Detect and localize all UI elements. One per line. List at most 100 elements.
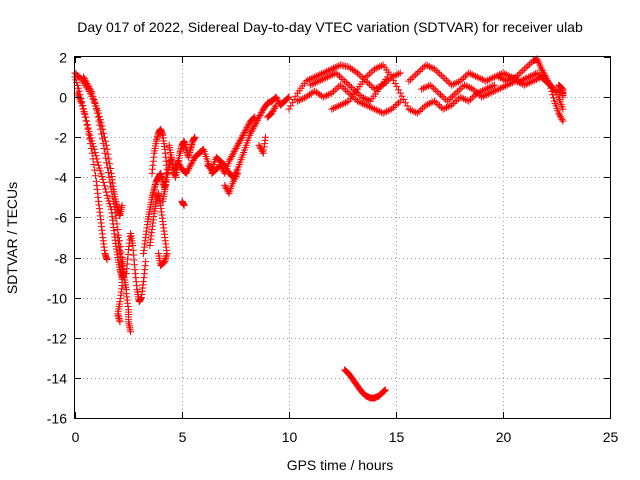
data-point bbox=[345, 89, 353, 97]
data-point bbox=[412, 71, 420, 79]
data-point bbox=[314, 71, 322, 79]
data-point bbox=[540, 70, 548, 78]
data-point bbox=[341, 86, 349, 94]
data-point bbox=[331, 63, 339, 71]
data-point bbox=[321, 68, 329, 76]
data-point bbox=[485, 75, 493, 83]
data-point bbox=[323, 92, 331, 100]
data-point bbox=[252, 120, 260, 128]
data-point bbox=[191, 133, 199, 141]
data-point bbox=[460, 81, 468, 89]
data-point bbox=[312, 79, 320, 87]
data-point bbox=[285, 93, 293, 101]
data-point bbox=[231, 174, 239, 182]
data-point bbox=[525, 73, 533, 81]
data-point bbox=[333, 63, 341, 71]
y-tick-label: -4 bbox=[55, 170, 68, 186]
data-point bbox=[388, 105, 396, 113]
x-tick-label: 20 bbox=[496, 429, 512, 445]
y-tick-label: 2 bbox=[59, 50, 67, 66]
data-point bbox=[234, 141, 242, 149]
data-point bbox=[365, 96, 373, 104]
data-point bbox=[343, 87, 351, 95]
data-point bbox=[332, 69, 340, 77]
data-point bbox=[175, 160, 183, 168]
data-point bbox=[92, 172, 100, 180]
y-tick-label: -10 bbox=[47, 291, 67, 307]
data-point bbox=[359, 100, 367, 108]
data-point bbox=[451, 98, 459, 106]
data-point bbox=[84, 81, 92, 89]
data-point bbox=[104, 169, 112, 177]
data-point bbox=[248, 126, 256, 134]
data-point bbox=[457, 84, 465, 92]
data-point bbox=[437, 91, 445, 99]
data-point bbox=[232, 144, 240, 152]
data-point bbox=[468, 94, 476, 102]
data-point bbox=[533, 69, 541, 77]
y-tick-label: -16 bbox=[47, 411, 67, 427]
y-tick-label: -8 bbox=[55, 251, 68, 267]
x-tick-label: 0 bbox=[72, 429, 80, 445]
data-point bbox=[232, 173, 240, 181]
data-point bbox=[493, 86, 501, 94]
data-point bbox=[514, 71, 522, 79]
y-tick-label: -14 bbox=[47, 371, 67, 387]
data-point bbox=[531, 76, 539, 84]
data-point bbox=[372, 106, 380, 114]
data-point bbox=[320, 75, 328, 83]
data-point bbox=[306, 75, 314, 83]
data-point bbox=[433, 87, 441, 95]
data-point bbox=[336, 81, 344, 89]
data-point bbox=[365, 103, 373, 111]
data-point bbox=[324, 91, 332, 99]
data-point bbox=[485, 83, 493, 91]
data-point bbox=[324, 67, 332, 75]
data-point bbox=[82, 113, 90, 121]
data-point bbox=[504, 71, 512, 79]
data-point bbox=[97, 125, 105, 133]
data-point bbox=[524, 79, 532, 87]
data-point bbox=[103, 159, 111, 167]
data-point bbox=[548, 87, 556, 95]
data-point bbox=[415, 67, 423, 75]
data-point bbox=[80, 73, 88, 81]
data-point bbox=[413, 109, 421, 117]
data-point bbox=[106, 178, 114, 186]
data-point bbox=[85, 83, 93, 91]
data-point bbox=[117, 248, 125, 256]
x-axis-label: GPS time / hours bbox=[287, 457, 394, 473]
data-point bbox=[91, 148, 99, 156]
data-point bbox=[299, 95, 307, 103]
data-point bbox=[491, 87, 499, 95]
data-point bbox=[489, 74, 497, 82]
data-point bbox=[374, 63, 382, 71]
data-point bbox=[330, 104, 338, 112]
data-point bbox=[432, 99, 440, 107]
data-point bbox=[249, 124, 257, 132]
data-point bbox=[456, 77, 464, 85]
data-point bbox=[311, 73, 319, 81]
data-point bbox=[87, 87, 95, 95]
data-point bbox=[490, 87, 498, 95]
data-point bbox=[478, 75, 486, 83]
chart-title: Day 017 of 2022, Sidereal Day-to-day VTE… bbox=[77, 19, 583, 35]
data-point bbox=[465, 97, 473, 105]
data-point bbox=[252, 118, 260, 126]
data-point bbox=[490, 81, 498, 89]
data-point bbox=[255, 113, 263, 121]
data-point bbox=[108, 188, 116, 196]
data-point bbox=[495, 73, 503, 81]
data-point bbox=[325, 72, 333, 80]
data-point bbox=[462, 82, 470, 90]
data-point bbox=[498, 83, 506, 91]
data-point bbox=[526, 60, 534, 68]
data-point bbox=[105, 173, 113, 181]
data-point bbox=[324, 73, 332, 81]
data-point bbox=[408, 107, 416, 115]
data-point bbox=[543, 75, 551, 83]
data-point bbox=[118, 201, 126, 209]
data-point bbox=[294, 97, 302, 105]
data-point bbox=[242, 125, 250, 133]
data-point bbox=[556, 112, 564, 120]
